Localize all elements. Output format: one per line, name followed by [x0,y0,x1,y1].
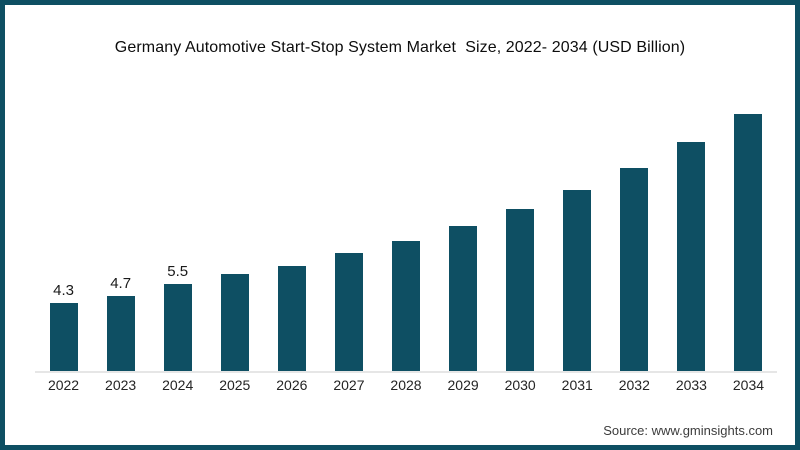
x-tick-label: 2022 [47,377,80,393]
bar-column: 5.5 [149,85,206,371]
x-tick-label: 2024 [162,377,194,393]
bar [106,296,135,371]
bar-column [435,85,492,371]
bar [449,226,478,371]
bar-column [377,85,434,371]
bar-column: 4.7 [92,85,149,371]
bar [220,274,249,371]
chart-title: Germany Automotive Start-Stop System Mar… [114,39,686,56]
bar-column [320,85,377,371]
x-tick-label: 2030 [504,377,536,393]
x-tick-label: 2029 [447,377,479,393]
x-tick-label: 2028 [390,377,422,393]
x-tick-label: 2033 [675,377,707,393]
bar [677,142,706,371]
bar-column [263,85,320,371]
bar-column [720,85,777,371]
x-tick-label: 2032 [618,377,650,393]
x-tick-label: 2031 [561,377,593,393]
x-tick-label: 2023 [105,377,137,393]
bar-value-label: 5.5 [167,263,189,280]
x-tick-label: 2027 [333,377,365,393]
x-tick-label: 2026 [276,377,308,393]
x-tick-label: 2034 [732,377,765,393]
bar [163,284,192,371]
bar [334,253,363,371]
x-axis-tick-row: 2022 2023 2024 2025 2026 2027 2028 2029 2030 2031… [35,377,777,393]
bar-column [206,85,263,371]
bar-value-label: 4.7 [110,275,132,292]
bar-chart-plot-area: 4.3 4.7 5.5 [35,85,777,373]
bar [620,168,649,371]
bar-column [549,85,606,371]
x-tick-label: 2025 [219,377,251,393]
bar [734,114,763,371]
bar-value-label: 4.3 [53,282,74,299]
bar [49,303,78,371]
bar [563,190,592,371]
bar [277,266,306,371]
bar-column [663,85,720,371]
bar [506,209,535,371]
source-credit: Source: www.gminsights.com [603,423,773,438]
bar-column [492,85,549,371]
bar-column: 4.3 [35,85,92,371]
bar [392,241,420,371]
bar-column [606,85,663,371]
